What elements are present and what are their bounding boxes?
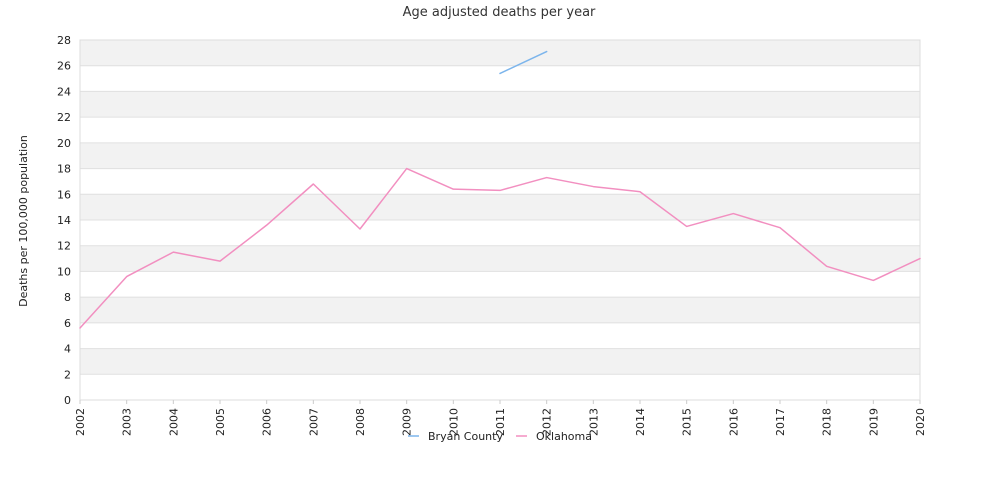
x-tick-label: 2002 xyxy=(74,408,87,436)
x-tick-label: 2011 xyxy=(494,408,507,436)
grid-band xyxy=(80,348,920,375)
grid-band xyxy=(80,65,920,92)
grid-band xyxy=(80,142,920,169)
x-tick-label: 2003 xyxy=(121,408,134,436)
grid-band xyxy=(80,374,920,400)
series-line-oklahoma xyxy=(79,167,921,329)
y-tick-label: 18 xyxy=(57,163,71,176)
legend-label: Oklahoma xyxy=(536,430,592,443)
y-tick-label: 24 xyxy=(57,85,71,98)
grid-band xyxy=(80,297,920,323)
y-tick-label: 20 xyxy=(57,137,71,150)
y-axis-label: Deaths per 100,000 population xyxy=(17,135,30,307)
y-tick-label: 12 xyxy=(57,240,71,253)
y-tick-label: 2 xyxy=(64,368,71,381)
y-tick-label: 0 xyxy=(64,394,71,407)
x-tick-label: 2009 xyxy=(401,408,414,436)
grid-band xyxy=(80,245,920,272)
y-tick-label: 14 xyxy=(57,214,71,227)
grid-band xyxy=(80,322,920,349)
legend[interactable]: Bryan County Oklahoma xyxy=(408,430,592,443)
y-tick-label: 16 xyxy=(57,188,71,201)
chart-title: Age adjusted deaths per year xyxy=(403,5,596,20)
legend-item-bryan-county[interactable]: Bryan County xyxy=(408,430,503,443)
y-tick-label: 4 xyxy=(64,343,71,356)
x-tick-label: 2005 xyxy=(214,408,227,436)
grid-bands xyxy=(80,40,920,400)
legend-item-oklahoma[interactable]: Oklahoma xyxy=(516,430,592,443)
y-tick-label: 8 xyxy=(64,291,71,304)
x-tick-label: 2020 xyxy=(914,408,927,436)
series-line-bryan-county xyxy=(499,50,548,75)
series-lines xyxy=(79,50,921,329)
grid-band xyxy=(80,40,920,66)
grid-band xyxy=(80,220,920,246)
x-tick-label: 2008 xyxy=(354,408,367,436)
grid-band xyxy=(80,194,920,220)
grid-band xyxy=(80,271,920,298)
x-tick-label: 2012 xyxy=(541,408,554,436)
x-tick-label: 2006 xyxy=(261,408,274,436)
x-tick-label: 2010 xyxy=(447,408,460,436)
y-tick-label: 22 xyxy=(57,111,71,124)
x-tick-label: 2015 xyxy=(681,408,694,436)
x-tick-label: 2007 xyxy=(307,408,320,436)
x-tick-label: 2017 xyxy=(774,408,787,436)
x-tick-label: 2016 xyxy=(727,408,740,436)
x-tick-label: 2013 xyxy=(587,408,600,436)
grid-band xyxy=(80,117,920,143)
x-axis-ticks: 2002 2003 2004 2005 2006 2007 2008 2009 2010 2011… xyxy=(74,400,927,436)
x-tick-label: 2018 xyxy=(821,408,834,436)
y-tick-label: 28 xyxy=(57,34,71,47)
x-tick-label: 2004 xyxy=(167,408,180,436)
x-tick-label: 2019 xyxy=(867,408,880,436)
legend-label: Bryan County xyxy=(428,430,503,443)
grid-band xyxy=(80,91,920,118)
y-tick-label: 6 xyxy=(64,317,71,330)
x-tick-label: 2014 xyxy=(634,408,647,436)
y-tick-label: 26 xyxy=(57,60,71,73)
y-tick-label: 10 xyxy=(57,265,71,278)
